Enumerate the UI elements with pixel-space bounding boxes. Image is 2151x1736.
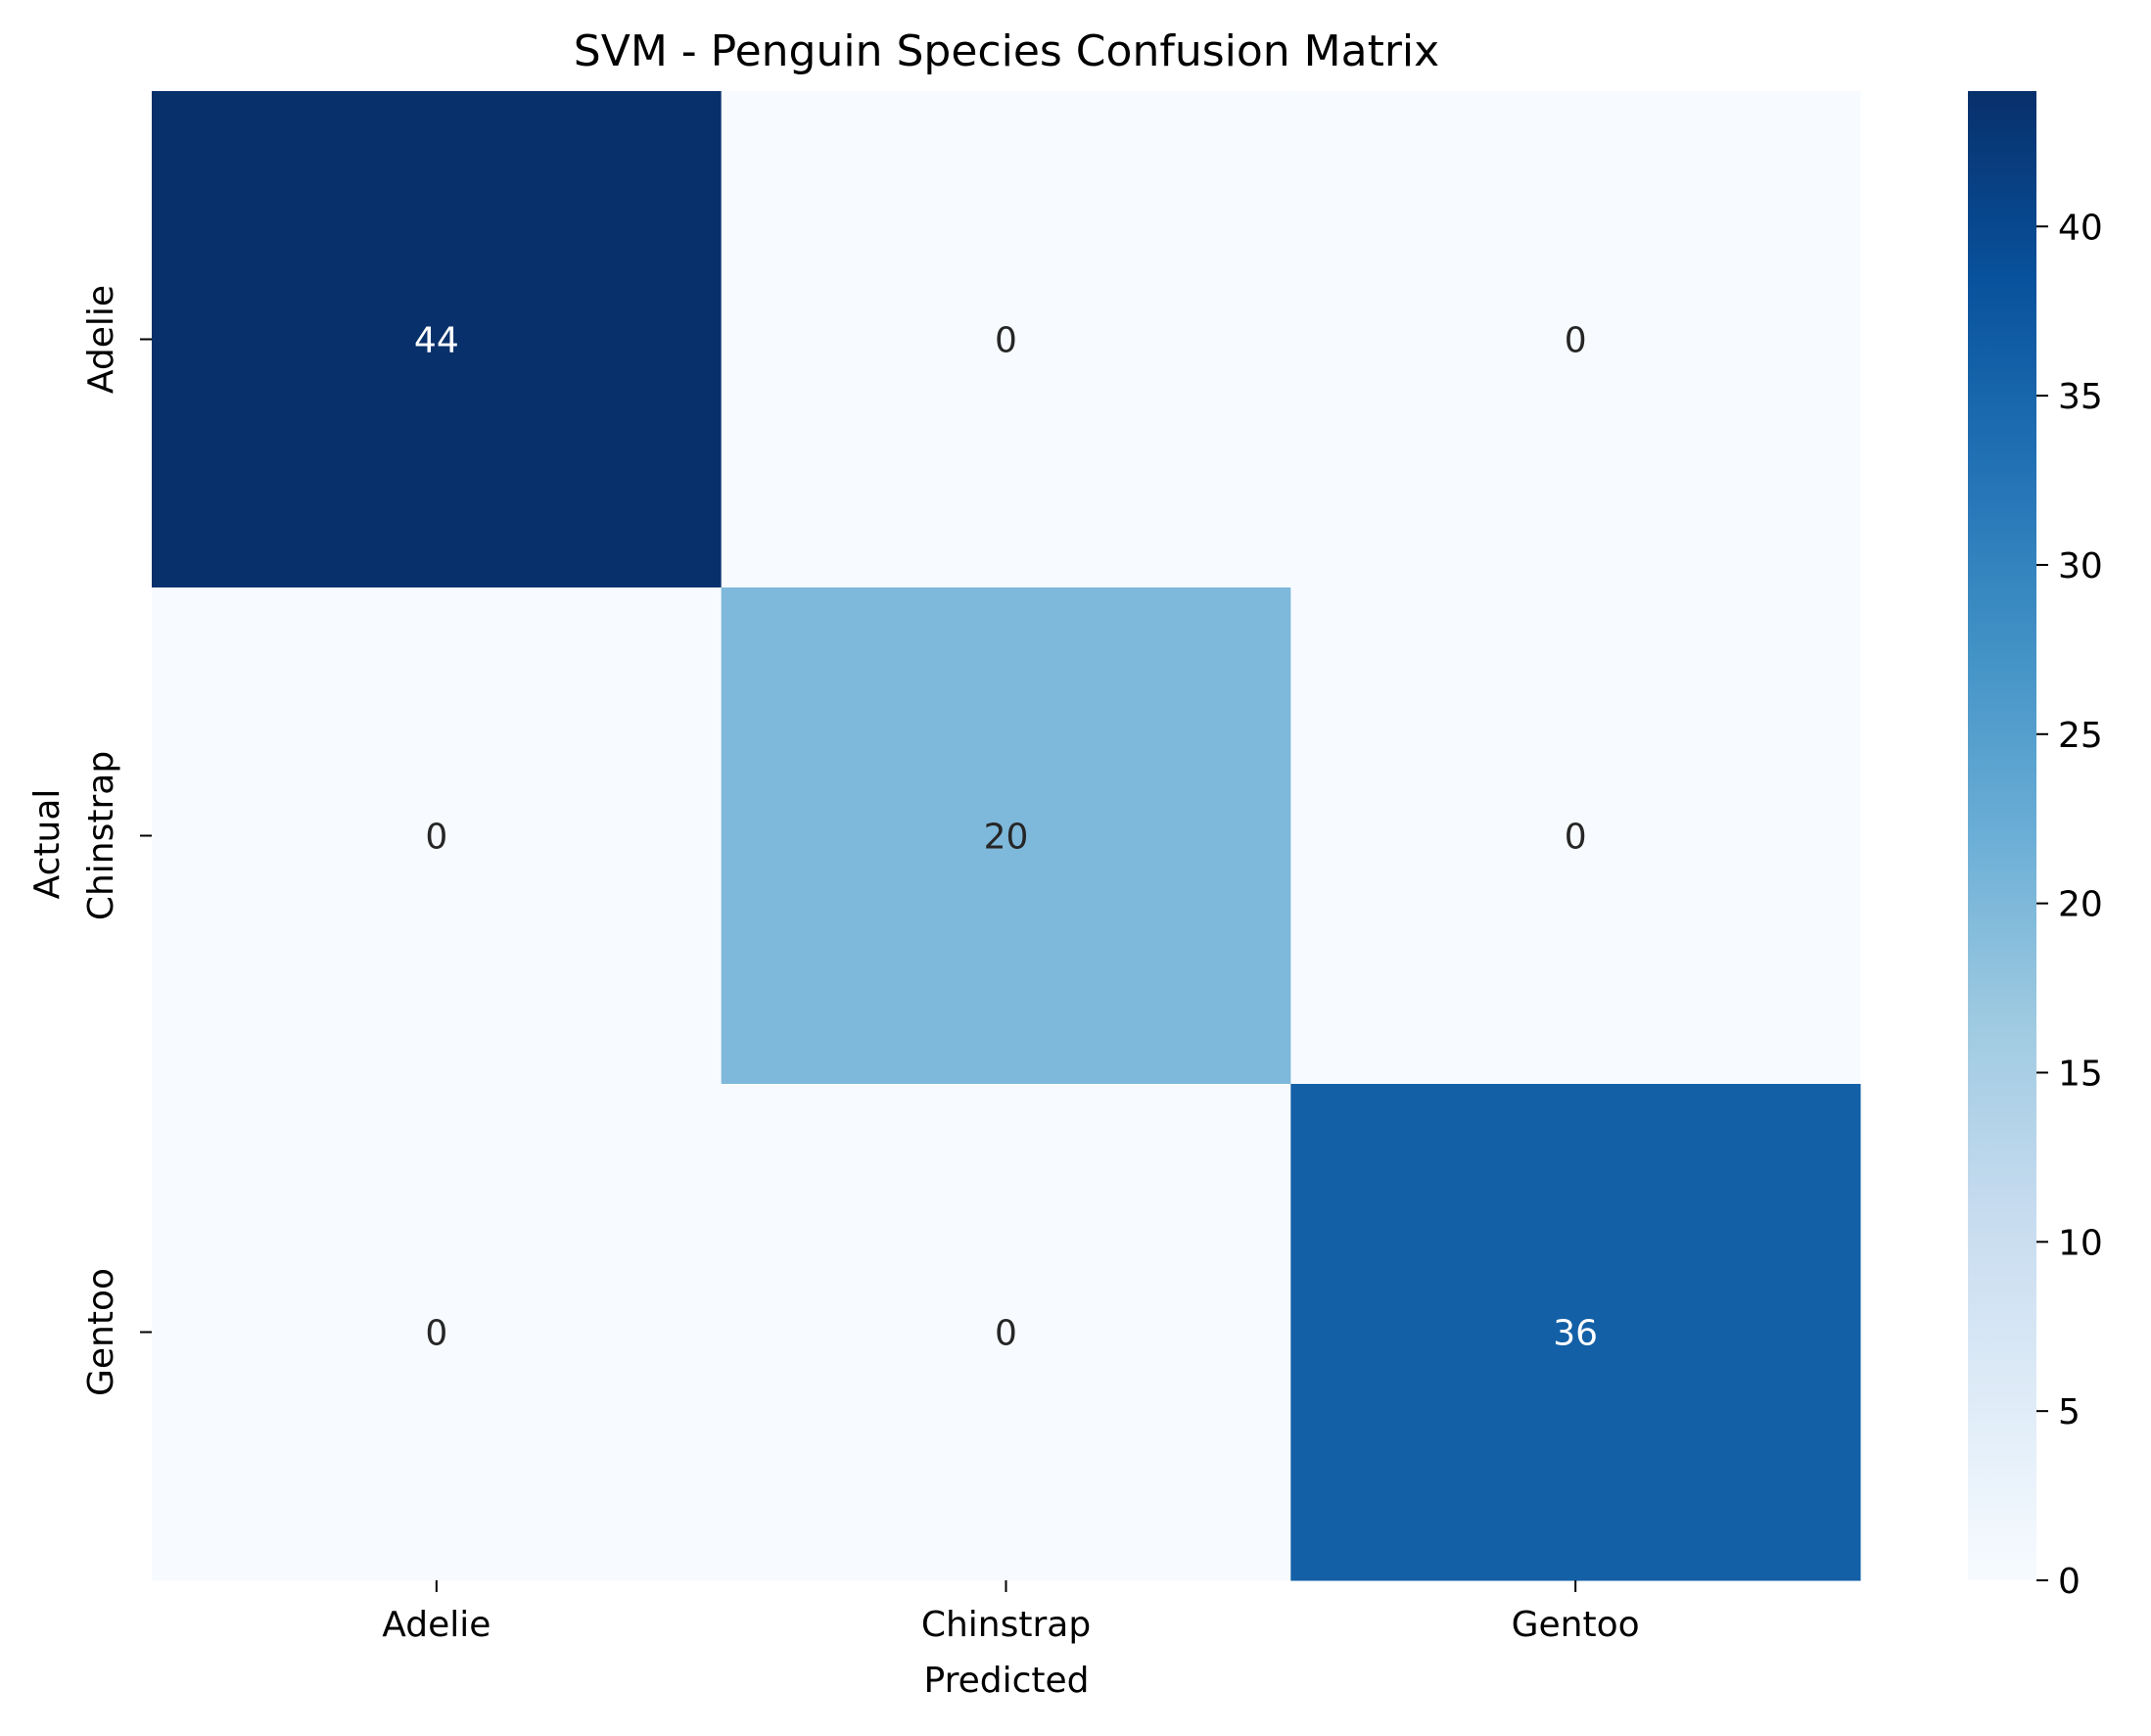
x-axis-ticks: Adelie Chinstrap Gentoo	[382, 1580, 1640, 1645]
colorbar-tick-label: 20	[2058, 885, 2103, 925]
heatmap-cell	[721, 587, 1291, 1085]
cell-value-label: 0	[1565, 818, 1587, 858]
colorbar-tick-label: 35	[2058, 377, 2103, 417]
colorbar-tick-label: 10	[2058, 1223, 2103, 1263]
cell-value-label: 44	[414, 321, 459, 361]
heatmap-cell	[1290, 91, 1861, 588]
heatmap-cell	[152, 1084, 723, 1581]
x-tick-label: Adelie	[382, 1605, 491, 1645]
heatmap-cell	[1290, 1084, 1861, 1581]
x-tick-label: Chinstrap	[921, 1605, 1091, 1645]
heatmap-cell	[1290, 587, 1861, 1085]
cell-value-label: 20	[984, 818, 1029, 858]
y-tick-label: Adelie	[81, 285, 121, 394]
heatmap-cell	[152, 587, 723, 1085]
heatmap-cell	[152, 91, 723, 588]
colorbar-tick-label: 15	[2058, 1054, 2103, 1094]
heatmap-cells	[152, 91, 1861, 1581]
heatmap-cell-labels: 44 0 0 0 20 0 0 0 36	[414, 321, 1598, 1354]
cell-value-label: 0	[425, 1314, 447, 1354]
colorbar-tick-label: 30	[2058, 546, 2103, 586]
colorbar-ticks: 0 5 10 15 20 25 30 35 40	[2036, 208, 2103, 1602]
colorbar-tick-label: 25	[2058, 716, 2103, 756]
y-tick-label: Gentoo	[81, 1268, 121, 1396]
y-axis-ticks: Adelie Chinstrap Gentoo	[81, 285, 152, 1396]
chart-title: SVM - Penguin Species Confusion Matrix	[574, 26, 1439, 76]
heatmap-cell	[721, 1084, 1291, 1581]
cell-value-label: 0	[995, 1314, 1017, 1354]
cell-value-label: 0	[425, 818, 447, 858]
heatmap-cell	[721, 91, 1291, 588]
colorbar	[1968, 91, 2036, 1580]
x-axis-label: Predicted	[924, 1661, 1090, 1701]
y-axis-label: Actual	[27, 789, 68, 900]
y-tick-label: Chinstrap	[81, 751, 121, 920]
cell-value-label: 0	[995, 321, 1017, 361]
x-tick-label: Gentoo	[1512, 1605, 1640, 1645]
cell-value-label: 0	[1565, 321, 1587, 361]
colorbar-tick-label: 40	[2058, 208, 2103, 248]
colorbar-tick-label: 5	[2058, 1392, 2081, 1432]
cell-value-label: 36	[1553, 1314, 1598, 1354]
colorbar-tick-label: 0	[2058, 1562, 2081, 1602]
